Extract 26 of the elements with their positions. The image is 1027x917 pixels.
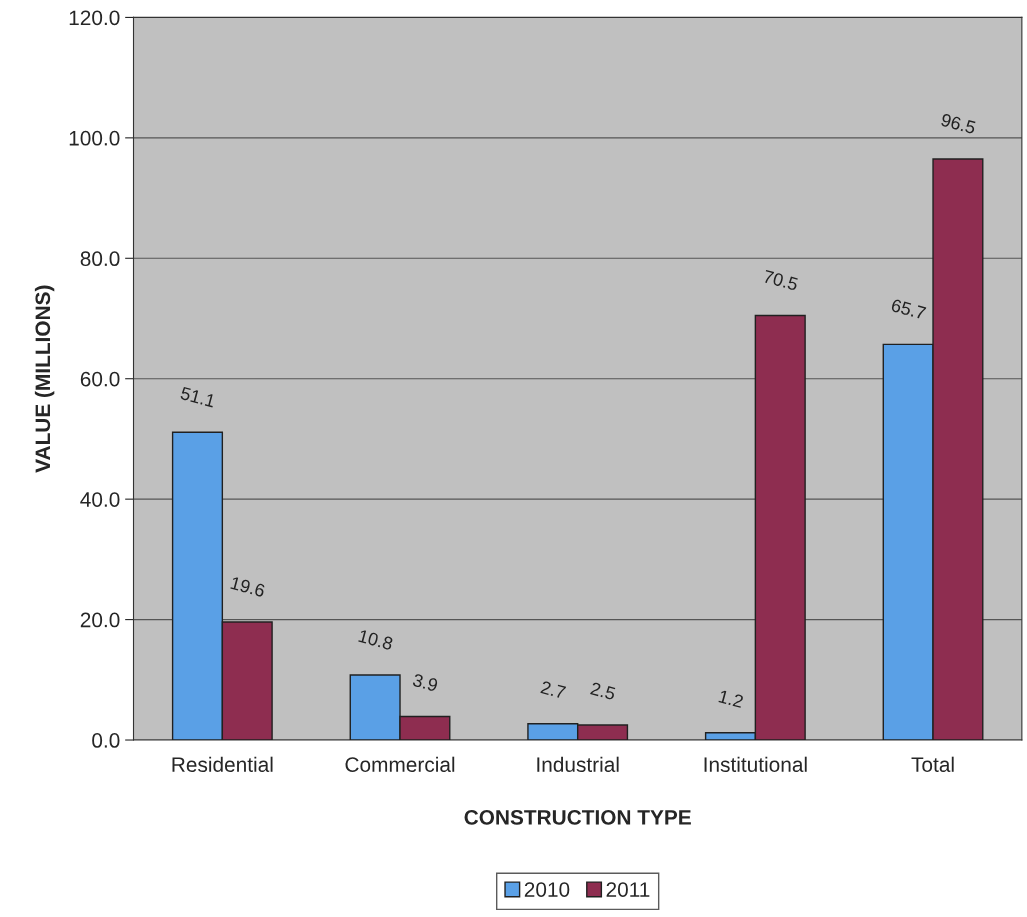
data-label: 96.5 — [940, 113, 977, 135]
y-tick-label: 60.0 — [80, 371, 120, 387]
y-tick-label: 0.0 — [92, 733, 120, 748]
legend-label: 2011 — [606, 882, 650, 897]
y-tick-label: 120.0 — [69, 10, 120, 26]
x-tick-label: Total — [911, 756, 954, 772]
y-tick-label: 100.0 — [69, 130, 120, 146]
data-label: 2.7 — [540, 680, 567, 699]
y-tick-label: 40.0 — [80, 492, 120, 507]
data-label: 1.2 — [718, 689, 744, 708]
data-label: 70.5 — [762, 269, 799, 291]
y-axis-title: VALUE (MILLIONS) — [34, 285, 55, 473]
y-tick-label: 20.0 — [80, 612, 120, 628]
data-label: 19.6 — [230, 576, 266, 598]
data-label: 10.8 — [358, 629, 394, 651]
data-label: 65.7 — [890, 298, 927, 320]
data-label: 2.5 — [590, 681, 617, 701]
y-tick-label: 80.0 — [80, 251, 120, 267]
x-tick-label: Commercial — [345, 756, 455, 772]
x-axis-title: CONSTRUCTION TYPE — [464, 809, 691, 825]
x-tick-label: Residential — [172, 756, 273, 772]
legend-label: 2010 — [524, 882, 570, 897]
data-label: 3.9 — [412, 673, 439, 692]
x-tick-label: Institutional — [704, 756, 807, 772]
data-label: 51.1 — [179, 386, 216, 408]
x-tick-label: Industrial — [537, 756, 619, 772]
